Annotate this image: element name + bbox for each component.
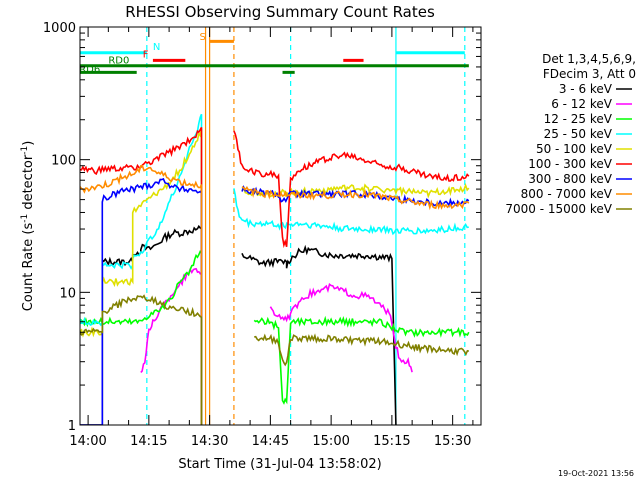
flag-label-0: N — [153, 42, 160, 53]
x-tick-label-2: 14:30 — [191, 434, 228, 449]
y-tick-label-2: 100 — [51, 154, 76, 169]
y-tick-label-1: 10 — [59, 286, 76, 301]
legend-label-7: 800 - 7000 keV — [521, 187, 613, 201]
x-tick-label-6: 15:30 — [434, 434, 471, 449]
y-tick-label-0: 1 — [68, 419, 76, 434]
series-line-8-0 — [80, 294, 203, 425]
y-tick-label-3: 1000 — [43, 21, 76, 36]
series-line-5-1 — [233, 130, 470, 249]
series-line-3-0 — [80, 113, 203, 425]
x-axis-label: Start Time (31-Jul-04 13:58:02) — [178, 457, 381, 472]
flag-label-1: S — [199, 32, 205, 43]
legend-header-2: FDecim 3, Att 0 — [543, 67, 636, 81]
flag-bars: N S F RD0 RD6 — [79, 32, 469, 75]
x-tick-label-1: 14:15 — [130, 434, 167, 449]
series-line-8-1 — [254, 333, 470, 367]
series-line-4-0 — [80, 128, 203, 425]
axis-ticks: 14:00 14:15 14:30 14:45 15:00 15:15 15:30 1 10 10… — [43, 21, 481, 449]
x-tick-label-3: 14:45 — [252, 434, 289, 449]
plot-frame — [79, 26, 482, 426]
legend-label-8: 7000 - 15000 keV — [505, 202, 612, 216]
series-lines — [80, 113, 470, 425]
generation-date: 19-Oct-2021 13:56 — [558, 469, 634, 478]
series-line-3-1 — [233, 188, 469, 236]
x-tick-label-4: 15:00 — [312, 434, 349, 449]
legend-label-1: 6 - 12 keV — [551, 97, 613, 111]
legend-header-1: Det 1,3,4,5,6,9, — [542, 52, 636, 66]
legend-label-5: 100 - 300 keV — [528, 157, 612, 171]
chart-title: RHESSI Observing Summary Count Rates — [125, 3, 435, 21]
series-line-6-0 — [80, 177, 203, 425]
legend-label-0: 3 - 6 keV — [559, 82, 613, 96]
legend-label-4: 50 - 100 keV — [536, 142, 613, 156]
series-line-4-1 — [241, 183, 470, 199]
flag-label-4: RD6 — [79, 64, 100, 75]
series-line-7-0 — [80, 164, 203, 425]
flag-label-3: RD0 — [108, 56, 129, 67]
series-line-0-1 — [241, 244, 397, 425]
series-line-1-0 — [140, 267, 203, 425]
flag-label-2: F — [143, 49, 149, 60]
legend: Det 1,3,4,5,6,9, FDecim 3, Att 0 3 - 6 k… — [505, 52, 636, 216]
x-tick-label-5: 15:15 — [373, 434, 410, 449]
legend-label-6: 300 - 800 keV — [528, 172, 612, 186]
series-line-1-1 — [269, 282, 413, 373]
y-axis-label: Count Rate (s-1 detector-1) — [20, 141, 36, 312]
x-tick-label-0: 14:00 — [69, 434, 106, 449]
series-line-2-0 — [80, 250, 203, 425]
legend-label-3: 25 - 50 keV — [544, 127, 613, 141]
series-line-7-1 — [241, 185, 470, 211]
legend-label-2: 12 - 25 keV — [544, 112, 613, 126]
